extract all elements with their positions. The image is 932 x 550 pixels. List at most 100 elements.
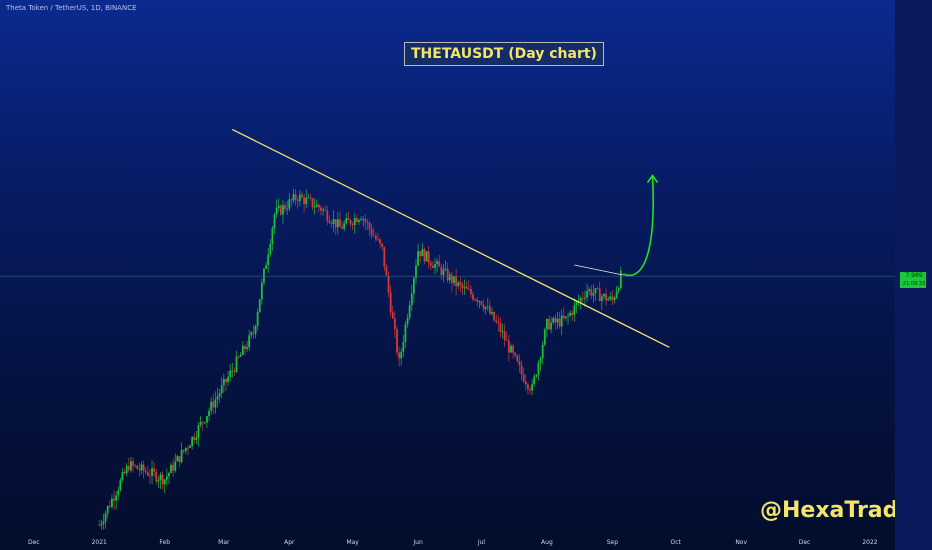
candle-20: [140, 461, 143, 475]
candle-171: [459, 277, 462, 293]
candle-191: [501, 323, 504, 339]
candle-161: [438, 254, 441, 267]
candle-162: [440, 263, 443, 280]
candle-47: [197, 422, 200, 447]
candle-115: [341, 221, 343, 230]
short-resistance-line[interactable]: [574, 264, 624, 276]
candle-208: [537, 360, 540, 381]
candle-113: [336, 211, 339, 235]
candle-9: [117, 486, 120, 501]
candle-236: [596, 286, 599, 290]
candle-37: [176, 454, 179, 462]
candle-168: [453, 276, 455, 286]
candle-32: [165, 468, 168, 486]
candle-150: [415, 259, 417, 284]
candle-227: [577, 294, 580, 307]
candle-155: [425, 251, 428, 262]
candle-247: [619, 266, 622, 290]
candle-151: [417, 243, 420, 267]
candle-96: [301, 191, 303, 199]
x-tick-label-11: Nov: [735, 539, 747, 546]
candle-167: [450, 271, 453, 292]
candle-202: [524, 374, 527, 391]
descending-trendline[interactable]: [231, 128, 670, 348]
projection-arrow[interactable]: [622, 175, 654, 277]
candle-138: [389, 285, 392, 317]
candle-85: [277, 198, 280, 212]
x-tick-label-9: Sep: [607, 539, 619, 546]
candle-127: [366, 218, 369, 230]
candle-82: [271, 226, 274, 251]
candle-204: [529, 386, 531, 395]
chart-title: THETAUSDT (Day chart): [404, 42, 604, 66]
candle-48: [199, 416, 202, 428]
candle-174: [465, 281, 468, 290]
candle-59: [222, 373, 225, 393]
candle-77: [260, 278, 263, 305]
candle-172: [461, 281, 464, 296]
candle-6: [111, 494, 113, 509]
candle-84: [275, 199, 278, 219]
candle-122: [355, 214, 358, 223]
candle-140: [393, 311, 396, 338]
candle-182: [482, 299, 485, 312]
candle-97: [303, 193, 305, 213]
candle-90: [288, 193, 291, 212]
candle-74: [254, 324, 257, 339]
candle-169: [455, 269, 458, 296]
candle-186: [491, 307, 493, 316]
current-price-value: 7.989: [905, 272, 923, 279]
candle-56: [216, 387, 219, 408]
candle-194: [508, 334, 510, 362]
candle-129: [370, 223, 373, 240]
candle-73: [252, 324, 255, 340]
candle-246: [617, 286, 620, 294]
candle-154: [423, 247, 426, 265]
candle-222: [567, 312, 569, 325]
candle-21: [142, 460, 145, 479]
candle-27: [155, 468, 158, 485]
candle-149: [412, 275, 415, 303]
x-tick-label-1: 2021: [92, 539, 107, 546]
candle-225: [573, 298, 576, 322]
candle-66: [237, 355, 240, 359]
candle-142: [398, 346, 400, 367]
candle-70: [246, 340, 248, 352]
candle-110: [330, 220, 333, 228]
candle-94: [296, 196, 299, 209]
candle-205: [531, 379, 534, 396]
candle-72: [250, 330, 253, 339]
candle-31: [163, 478, 166, 494]
candle-43: [189, 444, 191, 448]
candle-137: [387, 271, 390, 298]
candle-114: [339, 211, 341, 227]
candle-71: [248, 329, 251, 351]
candle-81: [269, 238, 272, 258]
candle-49: [201, 421, 204, 431]
candle-104: [317, 203, 320, 213]
candle-46: [195, 430, 198, 445]
candle-157: [429, 260, 432, 271]
candle-5: [108, 499, 111, 509]
candle-0: [98, 520, 101, 527]
candle-36: [174, 453, 177, 473]
candle-153: [421, 243, 424, 257]
candle-87: [282, 199, 284, 224]
candle-159: [434, 257, 436, 275]
candle-103: [315, 199, 318, 208]
candle-242: [609, 292, 612, 302]
candle-234: [592, 284, 595, 303]
candle-14: [127, 457, 130, 473]
x-tick-label-6: Jun: [412, 539, 423, 546]
candle-197: [514, 351, 517, 358]
candle-100: [309, 194, 312, 201]
candle-30: [161, 471, 164, 490]
candle-53: [210, 396, 213, 415]
candle-8: [115, 491, 118, 510]
candle-78: [263, 267, 265, 287]
candle-198: [516, 354, 519, 363]
candle-55: [214, 391, 217, 414]
candle-179: [476, 297, 479, 307]
